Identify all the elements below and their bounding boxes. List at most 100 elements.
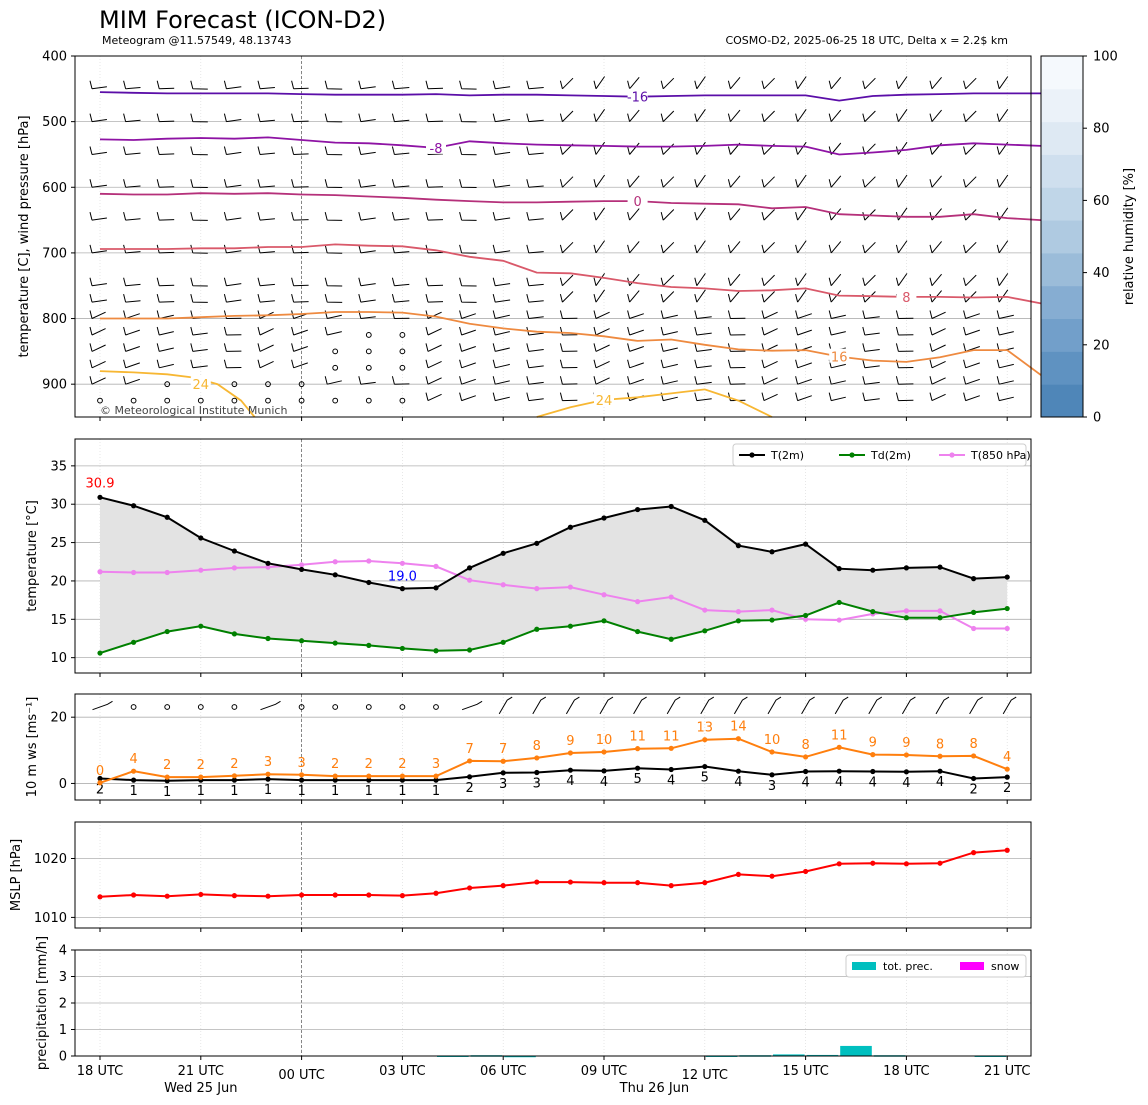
series-point-Td(2m) <box>937 615 943 621</box>
upper-wind-barb <box>727 241 741 254</box>
series-point-Td(2m) <box>769 617 775 623</box>
upper-wind-barb <box>223 80 242 90</box>
precip-bar <box>840 1045 872 1056</box>
wind-value-label: 9 <box>869 736 877 751</box>
upper-wind-barb <box>190 179 208 188</box>
upper-wind-barb <box>795 326 812 336</box>
upper-wind-barb <box>526 343 544 352</box>
series-point-T(2m) <box>836 566 842 572</box>
precip-panel: 0 1 2 3 4 precipitation [mm/h] tot. prec. snow <box>35 936 1032 1070</box>
upper-wind-barb <box>559 310 578 319</box>
upper-wind-barb <box>761 176 775 188</box>
upper-wind-barb <box>425 179 444 188</box>
upper-wind-barb <box>291 343 308 352</box>
upper-wind-barb <box>358 211 376 221</box>
wind-value-label: 11 <box>629 730 646 745</box>
upper-wind-barb <box>156 277 175 287</box>
upper-wind-barb <box>559 359 578 369</box>
upper-wind-barb <box>963 143 977 155</box>
upper-wind-barb <box>190 343 208 352</box>
upper-wind-barb <box>996 359 1014 369</box>
upper-wind-barb <box>895 392 914 402</box>
upper-wind-barb <box>963 392 980 402</box>
upper-wind-barb <box>526 310 544 319</box>
series-point-Td(2m) <box>332 640 338 646</box>
series-point-T(2m) <box>164 514 170 520</box>
upper-wind-barb <box>89 293 107 303</box>
wind-value-label: 9 <box>566 734 574 749</box>
series-point-Td(2m) <box>366 642 372 648</box>
wind-value-label: 1 <box>163 785 171 800</box>
upper-wind-barb <box>963 310 980 319</box>
upper-wind-barb <box>123 376 140 385</box>
colorbar-segment <box>1041 318 1083 352</box>
wind-calm-marker <box>231 704 238 710</box>
wind-value-label: 3 <box>499 777 507 792</box>
wind-calm-marker <box>399 704 406 710</box>
copyright-text: © Meteorological Institute Munich <box>100 404 287 417</box>
wind-point-speed <box>467 774 473 780</box>
series-point-T(2m) <box>668 503 674 510</box>
series-point-T(850 hPa) <box>836 617 842 623</box>
isotherm-line <box>536 388 773 418</box>
upper-wind-barb <box>795 289 807 303</box>
upper-wind-barb <box>526 359 544 369</box>
upper-wind-barb <box>996 326 1014 336</box>
isotherm-label: 16 <box>831 351 848 366</box>
x-tick-label: 21 UTC <box>178 1064 224 1079</box>
x-date-label: Wed 25 Jun <box>164 1081 237 1096</box>
upper-wind-barb <box>660 343 678 352</box>
wind-value-label: 3 <box>297 756 305 771</box>
upper-wind-barb <box>257 244 275 254</box>
colorbar-tick-label: 60 <box>1093 194 1110 209</box>
series-point-T(2m) <box>97 494 103 500</box>
x-tick-label: 18 UTC <box>77 1064 123 1079</box>
upper-calm-marker <box>164 381 171 388</box>
x-tick-label: 12 UTC <box>682 1068 728 1083</box>
wind-point-gust <box>500 758 506 764</box>
upper-wind-barb <box>123 310 140 319</box>
wind-point-gust <box>735 736 742 742</box>
upper-wind-barb <box>828 273 842 287</box>
series-point-T(850 hPa) <box>399 560 405 566</box>
upper-wind-barb <box>123 277 141 287</box>
upper-wind-barb <box>324 146 343 156</box>
wind-point-gust <box>903 752 910 758</box>
upper-wind-barb <box>223 359 242 369</box>
isotherm-label-bg <box>627 88 648 103</box>
wind-y-tick-label: 20 <box>50 711 67 726</box>
upper-wind-barb <box>123 80 141 90</box>
wind-line-gust <box>99 737 1008 784</box>
isotherm-label: 0 <box>633 195 641 210</box>
upper-wind-barb <box>929 109 942 122</box>
upper-wind-barb <box>694 326 712 336</box>
upper-wind-barb <box>459 244 477 254</box>
upper-wind-barb <box>459 146 477 156</box>
series-point-T(850 hPa) <box>332 559 338 565</box>
upper-wind-barb <box>929 208 942 221</box>
wind-value-label: 8 <box>936 737 944 752</box>
colorbar-segment <box>1041 351 1083 385</box>
upper-wind-barb <box>459 277 477 287</box>
series-point-T(2m) <box>1004 574 1010 580</box>
upper-wind-barb <box>257 326 274 336</box>
upper-wind-barb <box>257 146 275 155</box>
series-point-T(2m) <box>198 535 204 541</box>
isotherm-line <box>99 136 1075 156</box>
x-tick-label: 00 UTC <box>278 1068 324 1083</box>
upper-wind-barb <box>795 392 812 402</box>
upper-wind-barb <box>895 141 908 155</box>
upper-wind-barb <box>862 241 876 254</box>
upper-wind-barb <box>492 343 510 352</box>
wind-value-label: 1 <box>230 784 238 799</box>
upper-wind-barb <box>257 113 275 123</box>
upper-wind-barb <box>358 277 376 287</box>
x-tick-label: 03 UTC <box>379 1064 425 1079</box>
upper-wind-barb <box>324 211 343 221</box>
series-point-Td(2m) <box>500 639 506 645</box>
series-point-T(2m) <box>399 586 405 592</box>
upper-calm-marker <box>265 397 271 404</box>
upper-wind-barb <box>156 146 175 155</box>
upper-wind-barb <box>963 110 977 122</box>
upper-wind-barb <box>593 174 606 188</box>
